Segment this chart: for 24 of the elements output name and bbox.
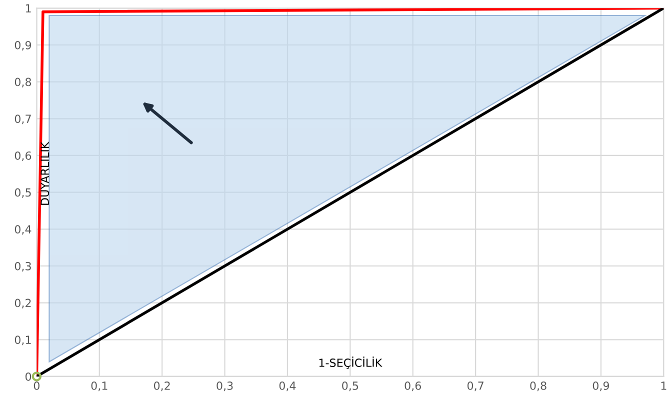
- y-tick-label: 0,9: [14, 40, 32, 50]
- x-tick-label: 1: [661, 382, 666, 390]
- y-tick-label: 0: [25, 372, 32, 381]
- y-tick-label: 1: [26, 4, 31, 12]
- y-tick-label: 0,7: [14, 114, 31, 124]
- x-tick-label: 0,7: [467, 382, 484, 392]
- y-tick-label: 0,4: [14, 225, 32, 235]
- x-tick-label: 0,5: [342, 382, 358, 392]
- y-tick-label: 0,6: [14, 151, 32, 161]
- x-tick-label: 0,6: [404, 382, 422, 392]
- x-axis-title: 1-SEÇİCİLİK: [319, 356, 382, 369]
- x-tick-label: 0,1: [91, 382, 108, 392]
- x-tick-label: 0,3: [216, 382, 233, 392]
- x-tick-label: 0,9: [592, 382, 610, 392]
- y-tick-label: 0,8: [14, 78, 32, 88]
- x-tick-label: 0: [34, 382, 40, 390]
- x-tick-label: 0,2: [154, 382, 170, 392]
- y-tick-label: 0,5: [14, 188, 31, 198]
- x-tick-label: 0,4: [279, 382, 296, 392]
- y-tick-label: 0,1: [14, 336, 31, 346]
- y-tick-label: 0,3: [14, 262, 31, 272]
- y-tick-label: 0,2: [14, 298, 31, 308]
- x-tick-label: 0,8: [530, 382, 546, 392]
- y-axis-title: DUYARLILIK: [40, 142, 50, 205]
